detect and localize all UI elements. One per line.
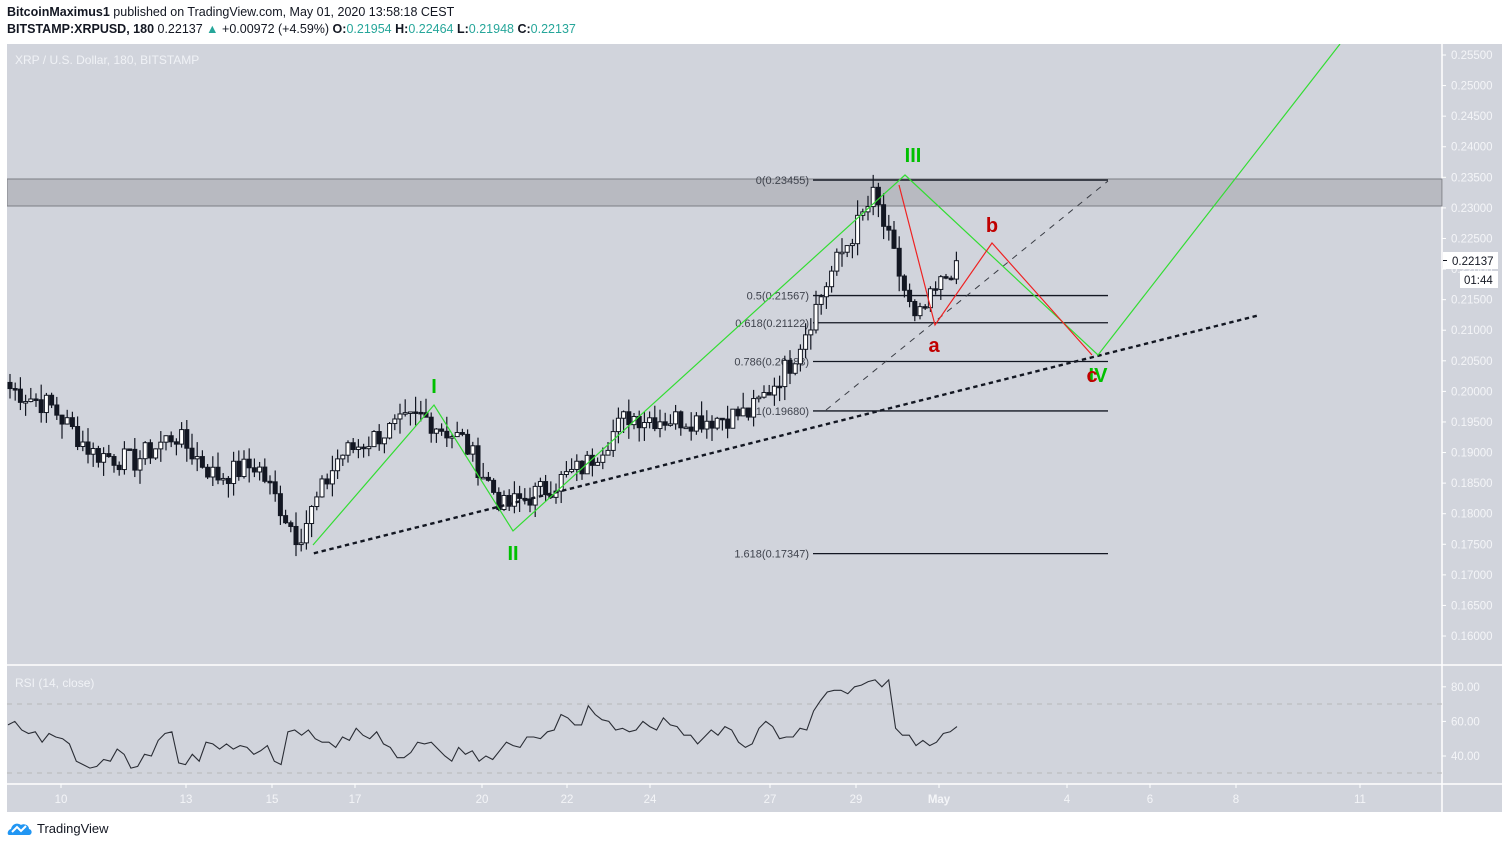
wave-label-b: b — [986, 215, 998, 237]
time-tick-label: 15 — [266, 794, 279, 806]
rsi-legend: RSI (14, close) — [15, 676, 94, 690]
time-tick-label: 8 — [1233, 794, 1239, 806]
price-tick-label: 0.24000 — [1451, 142, 1493, 154]
price-axis[interactable]: 0.25500 0.25000 0.24500 0.24000 0.23500 0.230… — [1442, 50, 1493, 643]
published-text: published on TradingView.com, May 01, 20… — [109, 5, 455, 19]
time-tick-label: 22 — [561, 794, 574, 806]
price-tick-label: 0.18500 — [1451, 478, 1493, 490]
price-tick-label: 0.23000 — [1451, 203, 1493, 215]
time-tick-label: 4 — [1064, 794, 1071, 806]
chart-canvas[interactable]: XRP / U.S. Dollar, 180, BITSTAMP RSI (14… — [6, 43, 1502, 812]
price-tick-label: 0.25500 — [1451, 50, 1493, 62]
low-label: L: — [456, 22, 469, 36]
publish-info: BitcoinMaximus1 published on TradingView… — [7, 5, 454, 19]
symbol-name: BITSTAMP:XRPUSD, 180 — [7, 22, 155, 36]
time-tick-label: May — [928, 794, 951, 806]
time-tick-label: 6 — [1147, 794, 1153, 806]
price-tick-label: 0.25000 — [1451, 81, 1493, 93]
price-change: +0.00972 (+4.59%) — [222, 22, 330, 36]
time-tick-label: 27 — [764, 794, 777, 806]
close-label: C: — [517, 22, 531, 36]
price-tick-label: 0.21500 — [1451, 295, 1493, 307]
wave-label-IV: IV — [1089, 365, 1109, 387]
price-tick-label: 0.24500 — [1451, 111, 1493, 123]
fib-level-label: 1(0.19680) — [756, 406, 809, 418]
price-tick-label: 0.19000 — [1451, 448, 1493, 460]
price-tick-label: 0.17500 — [1451, 539, 1493, 551]
chart-container[interactable]: XRP / U.S. Dollar, 180, BITSTAMP RSI (14… — [6, 43, 1502, 812]
rsi-tick-label: 60.00 — [1451, 716, 1480, 728]
candlestick-series — [7, 174, 959, 557]
price-tick-label: 0.23500 — [1451, 172, 1493, 184]
fib-level-label: 0(0.23455) — [756, 175, 809, 187]
high-label: H: — [395, 22, 409, 36]
fib-level-label: 1.618(0.17347) — [734, 549, 809, 561]
wave-label-II: II — [507, 543, 518, 565]
time-tick-label: 29 — [850, 794, 863, 806]
time-tick-label: 20 — [476, 794, 489, 806]
price-tick-label: 0.20500 — [1451, 356, 1493, 368]
high-value: 0.22464 — [408, 22, 454, 36]
footer: TradingView — [7, 820, 109, 836]
time-tick-label: 17 — [349, 794, 362, 806]
wave-label-I: I — [431, 376, 437, 398]
time-tick-label: 13 — [180, 794, 193, 806]
low-value: 0.21948 — [468, 22, 514, 36]
price-tick-label: 0.18000 — [1451, 509, 1493, 521]
time-tick-label: 10 — [55, 794, 68, 806]
last-price: 0.22137 — [157, 22, 203, 36]
price-tick-label: 0.16500 — [1451, 600, 1493, 612]
tradingview-logo-icon[interactable] — [7, 820, 33, 836]
resistance-zone[interactable] — [6, 178, 1443, 207]
elliott-wave-path[interactable] — [312, 43, 1341, 546]
wave-label-a: a — [928, 335, 940, 357]
wave-label-III: III — [905, 145, 922, 167]
author-name[interactable]: BitcoinMaximus1 — [7, 5, 110, 19]
last-price-label-bg — [1443, 252, 1498, 269]
rsi-line — [7, 678, 958, 769]
price-tick-label: 0.16000 — [1451, 631, 1493, 643]
fib-level-label: 0.5(0.21567) — [747, 291, 809, 303]
fib-level-label: 0.786(0.20488) — [734, 357, 809, 369]
rsi-tick-label: 80.00 — [1451, 682, 1480, 694]
price-tick-label: 0.17000 — [1451, 570, 1493, 582]
bar-countdown: 01:44 — [1464, 275, 1493, 287]
close-value: 0.22137 — [530, 22, 576, 36]
symbol-info: BITSTAMP:XRPUSD, 180 0.22137 ▲ +0.00972 … — [7, 22, 576, 36]
time-axis[interactable]: 10 13 15 17 20 22 24 27 29 May 4 6 8 11 — [55, 784, 1366, 806]
price-tick-label: 0.22500 — [1451, 233, 1493, 245]
up-arrow-icon: ▲ — [206, 22, 219, 36]
rsi-axis: 80.00 60.00 40.00 — [1442, 682, 1480, 763]
time-tick-label: 24 — [644, 794, 657, 806]
countdown-bg — [1460, 271, 1498, 288]
open-label: O: — [332, 22, 347, 36]
fib-level-label: 0.618(0.21122) — [735, 318, 809, 330]
wave-label-c: c — [1086, 365, 1097, 387]
price-tick-label: 0.21000 — [1451, 325, 1493, 337]
price-tick-label: 0.19500 — [1451, 417, 1493, 429]
abc-correction-path[interactable] — [898, 184, 1093, 356]
open-value: 0.21954 — [346, 22, 392, 36]
time-tick-label: 11 — [1354, 794, 1366, 806]
chart-legend: XRP / U.S. Dollar, 180, BITSTAMP — [15, 53, 199, 67]
dashed-trendline[interactable] — [825, 180, 1109, 411]
tradingview-brand[interactable]: TradingView — [37, 820, 109, 836]
last-price-label: 0.22137 — [1452, 256, 1494, 268]
support-trendline[interactable] — [313, 314, 1258, 555]
price-tick-label: 0.20000 — [1451, 386, 1493, 398]
rsi-tick-label: 40.00 — [1451, 751, 1480, 763]
